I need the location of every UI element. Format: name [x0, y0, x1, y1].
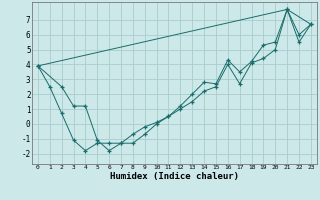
X-axis label: Humidex (Indice chaleur): Humidex (Indice chaleur) — [110, 172, 239, 181]
